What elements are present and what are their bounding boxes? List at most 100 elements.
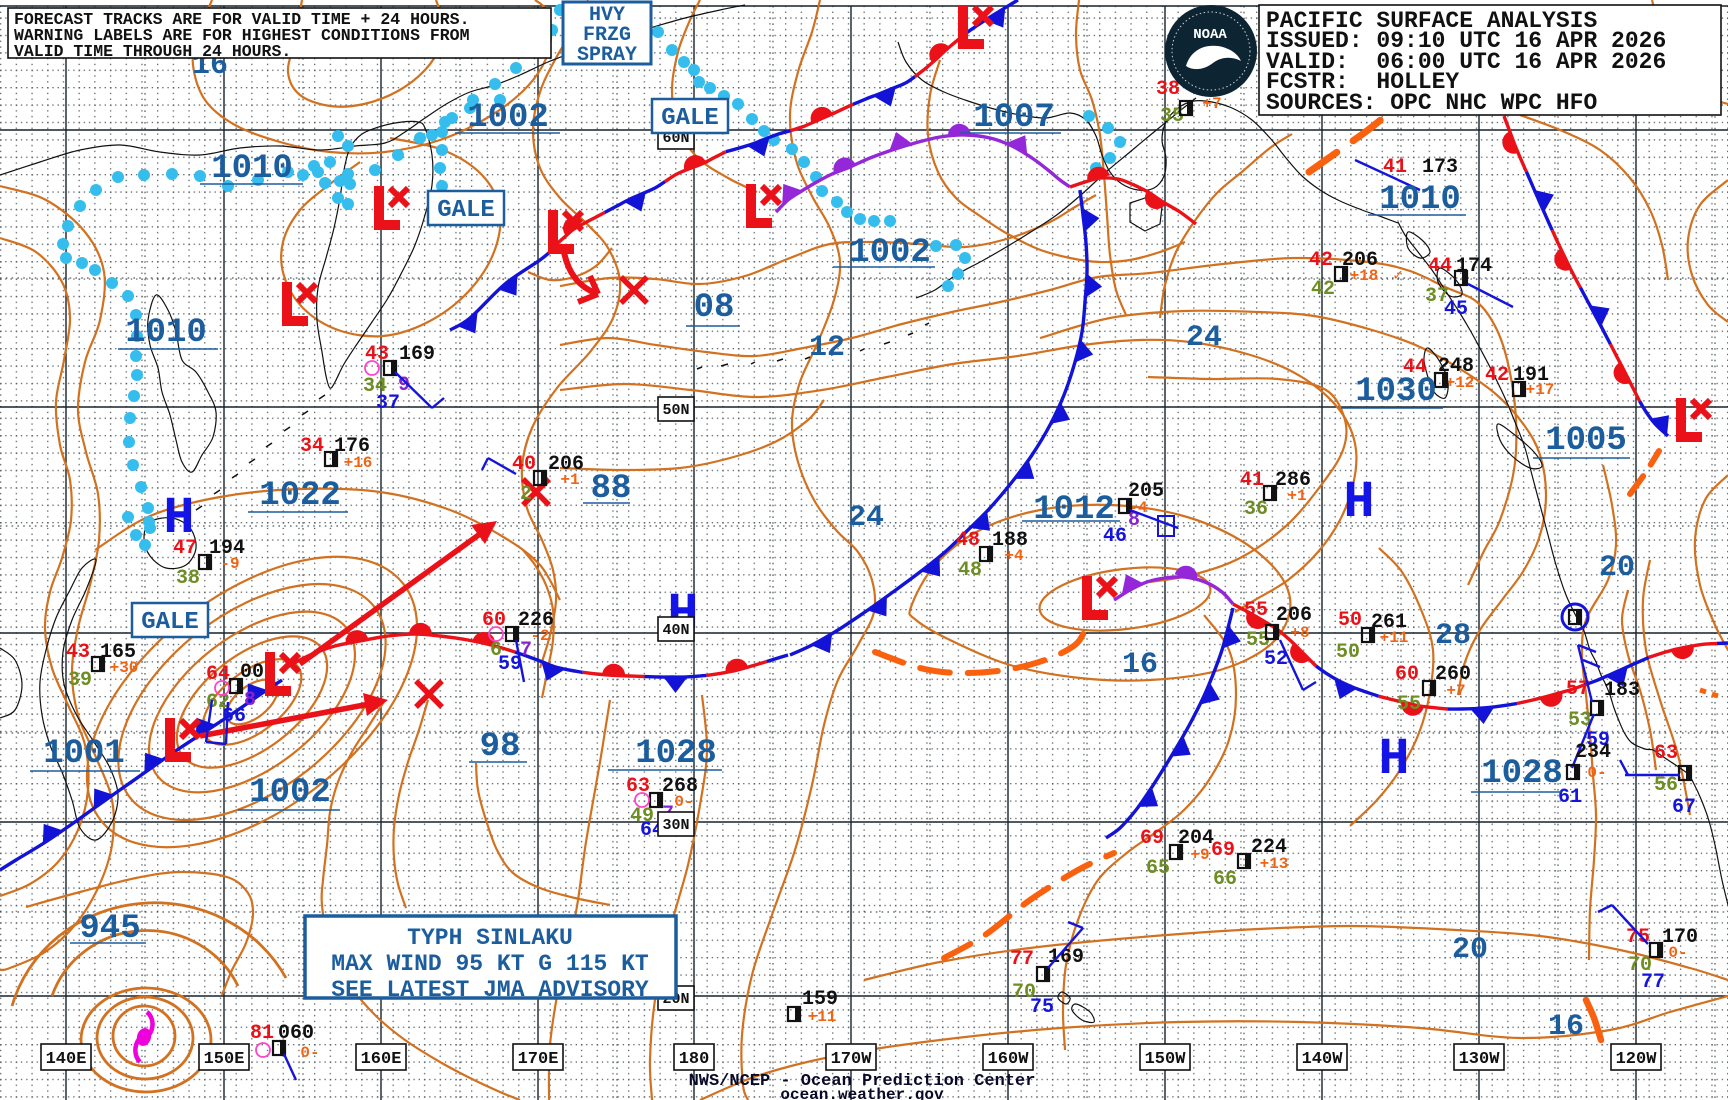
svg-text:69: 69	[1211, 839, 1235, 862]
svg-text:140W: 140W	[1302, 1050, 1344, 1069]
svg-text:060: 060	[278, 1022, 314, 1045]
svg-text:16: 16	[1122, 648, 1158, 682]
svg-text:173: 173	[1422, 156, 1458, 179]
svg-text:39: 39	[68, 669, 92, 692]
svg-text:30N: 30N	[662, 817, 689, 834]
svg-text:50: 50	[1336, 641, 1360, 664]
svg-text:57: 57	[1566, 678, 1590, 701]
svg-text:FCSTR: HOLLEY: FCSTR: HOLLEY	[1266, 69, 1459, 95]
svg-text:1002: 1002	[249, 774, 331, 812]
svg-text:+1: +1	[560, 471, 579, 489]
svg-text:0-: 0-	[300, 1044, 319, 1062]
svg-text:160W: 160W	[988, 1050, 1030, 1069]
svg-text:28: 28	[1435, 619, 1471, 653]
svg-text:47: 47	[173, 537, 197, 560]
svg-text:38: 38	[176, 567, 200, 590]
svg-text:+4: +4	[1004, 547, 1024, 565]
svg-text:77: 77	[1641, 971, 1665, 994]
svg-text:1028: 1028	[635, 735, 717, 773]
svg-text:55: 55	[1246, 629, 1270, 652]
svg-text:159: 159	[802, 988, 838, 1011]
svg-text:16: 16	[1548, 1010, 1584, 1044]
svg-text:VALID: 06:00 UTC 16 APR 2026: VALID: 06:00 UTC 16 APR 2026	[1266, 49, 1666, 75]
svg-text:8: 8	[244, 689, 256, 712]
svg-text:63: 63	[1654, 742, 1678, 765]
svg-text:1010: 1010	[211, 150, 293, 188]
svg-text:9: 9	[398, 374, 410, 397]
svg-text:52: 52	[1264, 648, 1288, 671]
svg-text:66: 66	[222, 705, 246, 728]
svg-text:MAX WIND 95 KT G 115 KT: MAX WIND 95 KT G 115 KT	[331, 951, 649, 977]
svg-text:48: 48	[958, 559, 982, 582]
svg-text:+11: +11	[808, 1008, 837, 1026]
svg-text:+7: +7	[1446, 682, 1465, 700]
svg-text:50: 50	[1338, 609, 1362, 632]
svg-text:194: 194	[209, 537, 245, 560]
svg-text:24: 24	[848, 501, 884, 535]
svg-text:286: 286	[1275, 469, 1311, 492]
svg-text:1007: 1007	[973, 99, 1055, 137]
svg-text:188: 188	[992, 529, 1028, 552]
svg-text:75: 75	[1626, 926, 1650, 949]
svg-text:69: 69	[1140, 827, 1164, 850]
svg-text:H: H	[1343, 473, 1374, 532]
svg-text:1030: 1030	[1355, 373, 1437, 411]
svg-text:170E: 170E	[518, 1050, 559, 1069]
svg-text:50N: 50N	[662, 402, 689, 419]
svg-text:ISSUED: 09:10 UTC 16 APR 2026: ISSUED: 09:10 UTC 16 APR 2026	[1266, 28, 1666, 54]
svg-text:+16: +16	[344, 454, 373, 472]
svg-text:77: 77	[1010, 948, 1034, 971]
svg-text:SEE LATEST JMA ADVISORY: SEE LATEST JMA ADVISORY	[331, 977, 649, 1003]
svg-text:55: 55	[1244, 599, 1268, 622]
svg-text:34: 34	[300, 435, 324, 458]
svg-text:FRZG: FRZG	[583, 24, 631, 47]
svg-text:1005: 1005	[1545, 422, 1627, 460]
svg-text:60: 60	[482, 609, 506, 632]
svg-text:12: 12	[809, 331, 845, 365]
svg-text:170: 170	[1662, 926, 1698, 949]
svg-text:+13: +13	[1260, 855, 1289, 873]
svg-text:H: H	[163, 489, 194, 548]
svg-text:53: 53	[1568, 709, 1592, 732]
svg-text:88: 88	[591, 470, 632, 508]
svg-text:35: 35	[1160, 105, 1184, 128]
svg-text:1002: 1002	[849, 234, 931, 272]
svg-text:98: 98	[480, 728, 521, 766]
svg-text:49: 49	[630, 805, 654, 828]
svg-text:66: 66	[1213, 868, 1237, 891]
svg-text:41: 41	[1383, 156, 1407, 179]
svg-text:36: 36	[1244, 498, 1268, 521]
svg-text:65: 65	[1146, 857, 1170, 880]
svg-text:1028: 1028	[1481, 755, 1563, 793]
svg-text:183: 183	[1604, 679, 1640, 702]
svg-text:37: 37	[376, 392, 400, 415]
svg-text:40N: 40N	[662, 622, 689, 639]
svg-text:38: 38	[1156, 78, 1180, 101]
svg-text:174: 174	[1456, 255, 1492, 278]
svg-text:176: 176	[334, 435, 370, 458]
svg-text:34: 34	[363, 375, 387, 398]
svg-text:1012: 1012	[1033, 491, 1115, 529]
svg-text:1022: 1022	[259, 477, 341, 515]
svg-text:0-: 0-	[1587, 764, 1606, 782]
svg-text:ocean.weather.gov: ocean.weather.gov	[780, 1086, 944, 1100]
svg-text:260: 260	[1435, 663, 1471, 686]
svg-text:1010: 1010	[125, 314, 207, 352]
svg-text:165: 165	[100, 641, 136, 664]
svg-text:+9: +9	[1190, 846, 1209, 864]
svg-text:FORECAST TRACKS ARE FOR VALID: FORECAST TRACKS ARE FOR VALID TIME + 24 …	[14, 10, 469, 29]
svg-text:42: 42	[1485, 364, 1509, 387]
svg-text:75: 75	[1030, 996, 1054, 1019]
svg-text:6: 6	[490, 639, 502, 662]
svg-text:1002: 1002	[467, 99, 549, 137]
svg-text:63: 63	[626, 775, 650, 798]
svg-text:55: 55	[1397, 693, 1421, 716]
svg-text:H: H	[1378, 730, 1409, 789]
svg-text:48: 48	[956, 529, 980, 552]
svg-text:150E: 150E	[204, 1050, 245, 1069]
svg-text:67: 67	[1672, 796, 1696, 819]
svg-text:+12: +12	[1446, 374, 1475, 392]
svg-text:NWS/NCEP - Ocean Prediction Ce: NWS/NCEP - Ocean Prediction Center	[689, 1072, 1036, 1091]
svg-text:+1: +1	[1287, 487, 1306, 505]
svg-text:169: 169	[399, 343, 435, 366]
